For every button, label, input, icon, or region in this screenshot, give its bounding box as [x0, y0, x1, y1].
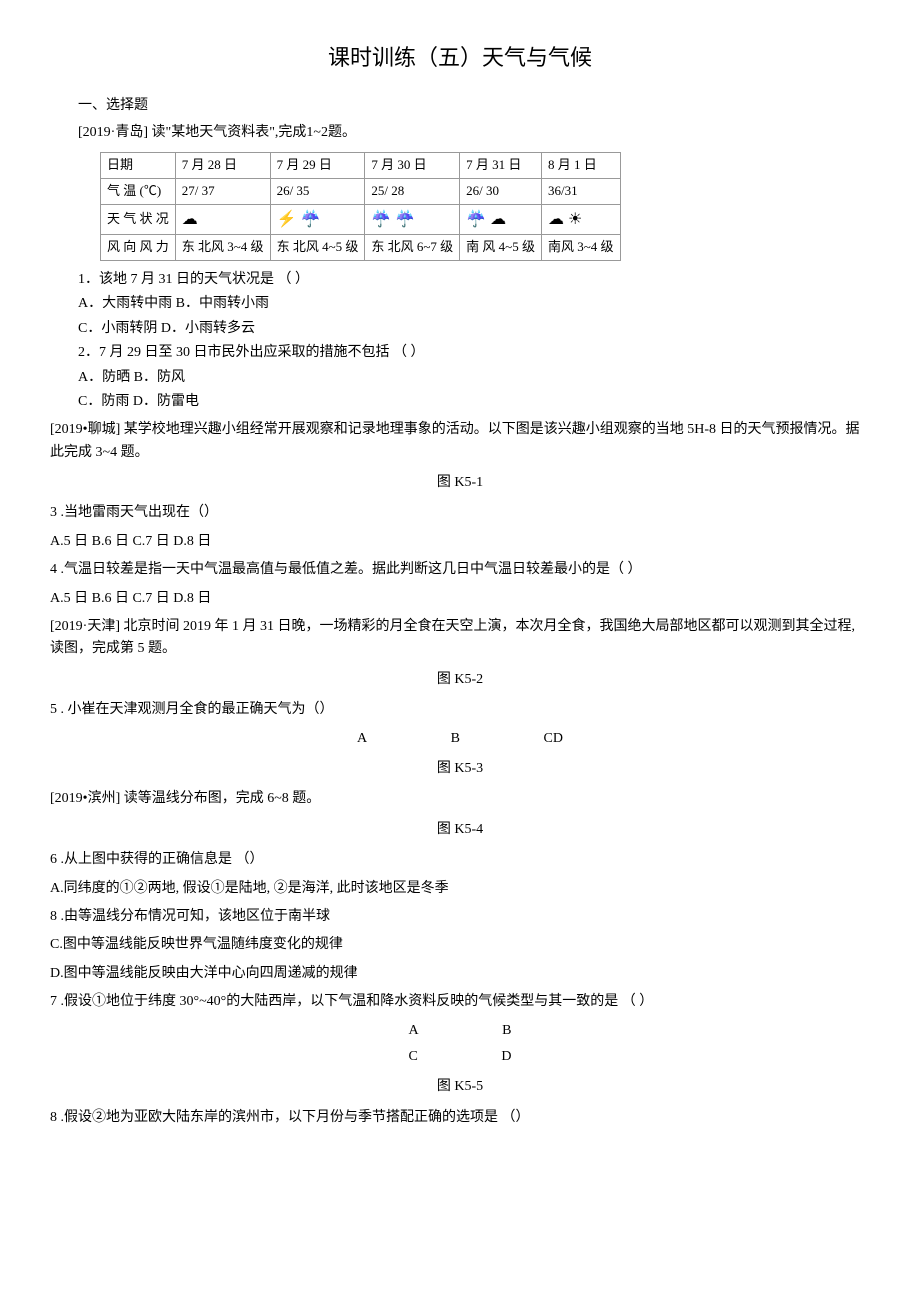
data-cell: 25/ 28: [365, 178, 460, 204]
row-label: 气 温 (℃): [101, 178, 176, 204]
q5-options: A B CD: [50, 728, 870, 750]
header-cell: 7 月 30 日: [365, 152, 460, 178]
header-cell: 8 月 1 日: [541, 152, 620, 178]
row-label: 天 气 状 况: [101, 204, 176, 235]
question-1: 1．该地 7 月 31 日的天气状况是 （ ）: [50, 269, 870, 291]
data-cell: 东 北风 4~5 级: [270, 235, 365, 261]
context-q1-2: [2019·青岛] 读"某地天气资料表",完成1~2题。: [50, 122, 870, 144]
option-b: B: [451, 728, 460, 750]
data-cell: 南风 3~4 级: [541, 235, 620, 261]
data-cell: 27/ 37: [175, 178, 270, 204]
question-3: 3 .当地雷雨天气出现在（）: [50, 502, 870, 524]
data-cell: 东 北风 6~7 级: [365, 235, 460, 261]
table-row: 气 温 (℃) 27/ 37 26/ 35 25/ 28 26/ 30 36/3…: [101, 178, 621, 204]
weather-table: 日期 7 月 28 日 7 月 29 日 7 月 30 日 7 月 31 日 8…: [100, 152, 621, 261]
q1-options-1: A．大雨转中雨 B．中雨转小雨: [50, 293, 870, 315]
data-cell: 南 风 4~5 级: [460, 235, 542, 261]
figure-label-1: 图 K5-1: [50, 472, 870, 494]
option-a: A: [357, 728, 367, 750]
data-cell: 36/31: [541, 178, 620, 204]
option-b: B: [502, 1020, 511, 1042]
table-header-row: 日期 7 月 28 日 7 月 29 日 7 月 30 日 7 月 31 日 8…: [101, 152, 621, 178]
q6-option-b: 8 .由等温线分布情况可知，该地区位于南半球: [50, 906, 870, 928]
option-a: A: [409, 1020, 419, 1042]
header-cell: 7 月 28 日: [175, 152, 270, 178]
header-cell: 7 月 29 日: [270, 152, 365, 178]
q7-options-row1: A B: [50, 1020, 870, 1042]
header-cell: 7 月 31 日: [460, 152, 542, 178]
table-row: 天 气 状 况 ☁ ⚡ ☔ ☔ ☔ ☔ ☁ ☁ ☀: [101, 204, 621, 235]
option-d: D: [501, 1046, 511, 1068]
q6-option-c: C.图中等温线能反映世界气温随纬度变化的规律: [50, 934, 870, 956]
q1-options-2: C．小雨转阴 D．小雨转多云: [50, 318, 870, 340]
question-6: 6 .从上图中获得的正确信息是 （）: [50, 849, 870, 871]
q7-options-row2: C D: [50, 1046, 870, 1068]
q6-option-d: D.图中等温线能反映由大洋中心向四周递减的规律: [50, 963, 870, 985]
option-cd: CD: [544, 728, 563, 750]
table-row: 风 向 风 力 东 北风 3~4 级 东 北风 4~5 级 东 北风 6~7 级…: [101, 235, 621, 261]
data-cell: 26/ 30: [460, 178, 542, 204]
figure-label-5: 图 K5-5: [50, 1076, 870, 1098]
q6-option-a: A.同纬度的①②两地, 假设①是陆地, ②是海洋, 此时该地区是冬季: [50, 878, 870, 900]
question-8: 8 .假设②地为亚欧大陆东岸的滨州市，以下月份与季节搭配正确的选项是 （）: [50, 1107, 870, 1129]
q2-options-2: C．防雨 D．防雷电: [50, 391, 870, 413]
question-4: 4 .气温日较差是指一天中气温最高值与最低值之差。据此判断这几日中气温日较差最小…: [50, 559, 870, 581]
data-cell: 26/ 35: [270, 178, 365, 204]
question-2: 2．7 月 29 日至 30 日市民外出应采取的措施不包括 （ ）: [50, 342, 870, 364]
q4-options: A.5 日 B.6 日 C.7 日 D.8 日: [50, 588, 870, 610]
weather-icon-cell: ☔ ☔: [365, 204, 460, 235]
figure-label-4: 图 K5-4: [50, 819, 870, 841]
row-label: 风 向 风 力: [101, 235, 176, 261]
question-5: 5 . 小崔在天津观测月全食的最正确天气为（）: [50, 699, 870, 721]
figure-label-2: 图 K5-2: [50, 669, 870, 691]
q3-options: A.5 日 B.6 日 C.7 日 D.8 日: [50, 531, 870, 553]
figure-label-3: 图 K5-3: [50, 758, 870, 780]
header-cell: 日期: [101, 152, 176, 178]
weather-icon-cell: ☔ ☁: [460, 204, 542, 235]
q2-options-1: A．防晒 B．防风: [50, 367, 870, 389]
weather-icon-cell: ☁: [175, 204, 270, 235]
option-c: C: [409, 1046, 418, 1068]
context-q3-4: [2019•聊城] 某学校地理兴趣小组经常开展观察和记录地理事象的活动。以下图是…: [50, 419, 870, 464]
weather-icon-cell: ⚡ ☔: [270, 204, 365, 235]
weather-icon-cell: ☁ ☀: [541, 204, 620, 235]
page-title: 课时训练（五）天气与气候: [50, 40, 870, 75]
question-7: 7 .假设①地位于纬度 30°~40°的大陆西岸，以下气温和降水资料反映的气候类…: [50, 991, 870, 1013]
data-cell: 东 北风 3~4 级: [175, 235, 270, 261]
context-q6-8: [2019•滨州] 读等温线分布图，完成 6~8 题。: [50, 788, 870, 810]
context-q5: [2019·天津] 北京时间 2019 年 1 月 31 日晚，一场精彩的月全食…: [50, 616, 870, 661]
section-header: 一、选择题: [50, 95, 870, 117]
